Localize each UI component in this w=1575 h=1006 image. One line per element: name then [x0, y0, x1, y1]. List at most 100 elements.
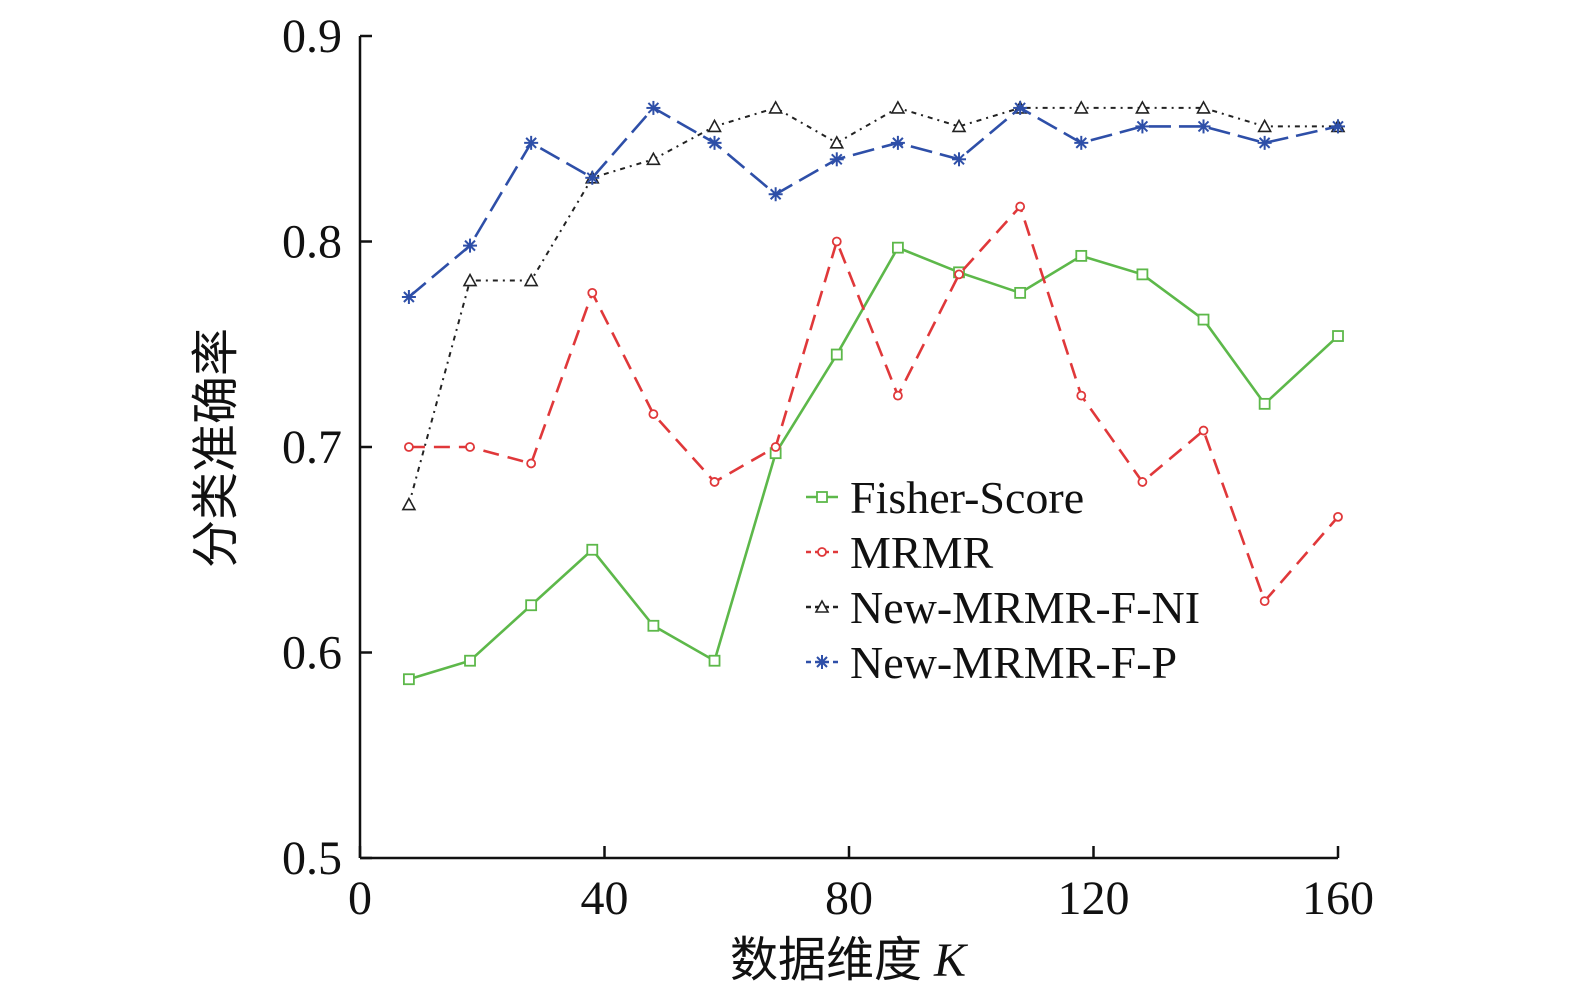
- legend-label: MRMR: [850, 527, 993, 578]
- asterisk-stroke: [464, 239, 476, 252]
- data-point-asterisk: [815, 655, 829, 669]
- data-point-asterisk: [1135, 119, 1150, 134]
- y-tick-label: 0.9: [282, 10, 342, 63]
- data-point-square: [708, 654, 721, 667]
- asterisk-stroke: [647, 102, 660, 114]
- asterisk-stroke: [1014, 102, 1026, 114]
- data-point-square: [816, 491, 828, 503]
- x-tick-label: 160: [1302, 872, 1374, 925]
- data-point-circle: [648, 409, 659, 420]
- asterisk-stroke: [586, 172, 598, 184]
- data-point-asterisk: [768, 187, 783, 202]
- asterisk-stroke: [769, 188, 782, 200]
- data-point-asterisk: [707, 135, 722, 150]
- data-point-circle: [403, 442, 414, 452]
- series-mrmr: [403, 201, 1343, 607]
- data-point-asterisk: [585, 170, 600, 185]
- data-point-circle: [1015, 201, 1026, 212]
- legend-item: Fisher-Score: [806, 472, 1084, 523]
- asterisk-stroke: [1136, 120, 1149, 133]
- asterisk-stroke: [1332, 120, 1344, 133]
- data-point-square: [1332, 330, 1344, 342]
- x-tick-label: 80: [825, 872, 873, 925]
- data-point-circle: [817, 547, 827, 557]
- data-point-triangle: [523, 272, 539, 287]
- x-axis-title: 数据维度 K: [730, 934, 969, 987]
- y-axis-title: 分类准确率: [190, 328, 243, 568]
- data-point-square: [1197, 313, 1210, 326]
- x-tick-label: 0: [348, 872, 372, 925]
- asterisk-stroke: [403, 291, 415, 303]
- legend-item: MRMR: [806, 527, 993, 578]
- data-point-square: [1075, 249, 1088, 262]
- y-tick-label: 0.8: [282, 216, 342, 269]
- data-point-triangle: [1196, 100, 1211, 114]
- data-point-circle: [1076, 390, 1087, 401]
- data-point-triangle: [814, 599, 830, 613]
- data-point-circle: [1198, 425, 1209, 436]
- y-tick-label: 0.6: [282, 627, 342, 680]
- series-line: [407, 106, 1338, 505]
- series-new-mrmr-f-p: [401, 100, 1345, 304]
- y-ticks: 0.5 0.6 0.7 0.8 0.9: [282, 10, 372, 885]
- data-point-circle: [831, 236, 842, 247]
- asterisk-stroke: [892, 137, 904, 149]
- data-point-triangle: [829, 135, 845, 149]
- asterisk-stroke: [1075, 137, 1087, 149]
- data-point-triangle: [768, 100, 783, 114]
- asterisk-stroke: [525, 137, 537, 149]
- data-point-circle: [1333, 511, 1343, 522]
- asterisk-stroke: [1197, 120, 1210, 133]
- axes: [358, 36, 1338, 860]
- data-point-asterisk: [646, 100, 661, 115]
- y-tick-label: 0.5: [282, 832, 342, 885]
- series-fisher-score: [402, 241, 1344, 686]
- data-point-asterisk: [952, 152, 967, 167]
- data-point-triangle: [707, 118, 722, 133]
- data-point-square: [830, 348, 843, 361]
- data-point-square: [1258, 397, 1271, 410]
- asterisk-stroke: [1258, 137, 1271, 149]
- legend-label: Fisher-Score: [850, 472, 1084, 523]
- x-axis-title-text: 数据维度: [730, 934, 922, 987]
- data-point-asterisk: [890, 135, 905, 150]
- data-point-asterisk: [1196, 119, 1211, 134]
- data-point-triangle: [951, 118, 967, 133]
- data-point-triangle: [1257, 118, 1272, 133]
- data-point-circle: [465, 442, 475, 452]
- data-point-asterisk: [463, 238, 478, 253]
- data-point-square: [1136, 268, 1149, 281]
- x-axis-title-variable: K: [933, 934, 969, 987]
- data-point-triangle: [462, 272, 478, 287]
- data-point-circle: [893, 390, 903, 401]
- data-point-circle: [954, 269, 964, 280]
- data-point-square: [586, 543, 599, 556]
- legend-item: New-MRMR-F-NI: [806, 582, 1200, 633]
- data-point-square: [464, 654, 476, 667]
- data-point-circle: [1259, 596, 1270, 607]
- series-line: [408, 204, 1339, 604]
- asterisk-stroke: [816, 656, 828, 668]
- data-point-asterisk: [401, 289, 416, 304]
- data-point-circle: [1137, 477, 1148, 487]
- legend-label: New-MRMR-F-NI: [850, 582, 1200, 633]
- data-point-square: [1014, 286, 1027, 299]
- data-point-square: [402, 673, 415, 686]
- asterisk-stroke: [831, 153, 843, 166]
- x-ticks: 0 40 80 120 160: [348, 846, 1374, 925]
- data-point-square: [892, 241, 904, 254]
- data-point-asterisk: [524, 135, 539, 150]
- data-point-triangle: [890, 100, 906, 114]
- data-point-asterisk: [1257, 135, 1272, 150]
- data-point-asterisk: [1013, 100, 1028, 115]
- data-point-asterisk: [1331, 119, 1345, 134]
- series-line: [408, 246, 1339, 681]
- series-line: [408, 106, 1339, 298]
- data-point-circle: [526, 458, 537, 469]
- x-tick-label: 120: [1058, 872, 1130, 925]
- data-point-triangle: [401, 496, 417, 511]
- data-point-triangle: [1135, 100, 1150, 114]
- data-point-square: [647, 619, 660, 632]
- asterisk-stroke: [953, 153, 965, 166]
